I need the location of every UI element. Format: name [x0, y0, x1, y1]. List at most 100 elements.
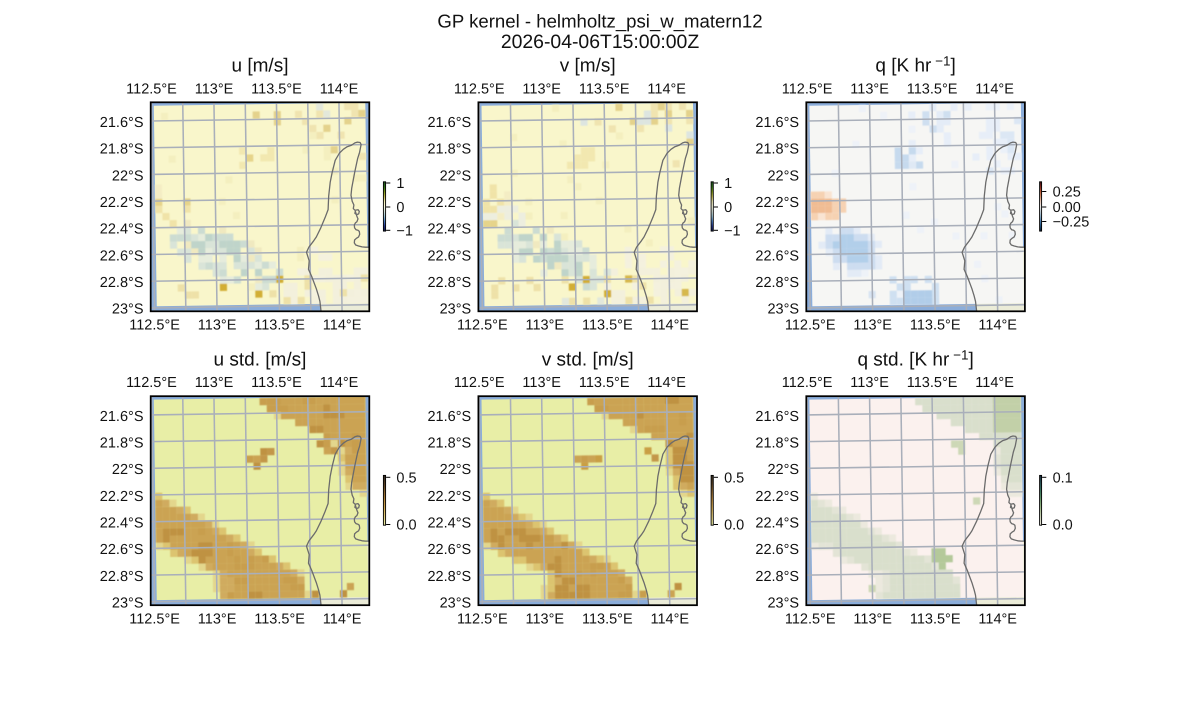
svg-text:22.4°S: 22.4°S — [755, 222, 799, 238]
svg-text:22.2°S: 22.2°S — [427, 489, 471, 505]
svg-text:113°E: 113°E — [195, 375, 234, 391]
svg-text:q std. [K hr −1]: q std. [K hr −1] — [857, 348, 973, 371]
svg-text:22.8°S: 22.8°S — [427, 275, 471, 291]
svg-text:23°S: 23°S — [767, 596, 799, 612]
svg-text:113.5°E: 113.5°E — [582, 611, 633, 627]
svg-text:114°E: 114°E — [975, 375, 1014, 391]
svg-text:2026-04-06T15:00:00Z: 2026-04-06T15:00:00Z — [501, 31, 700, 53]
svg-text:113.5°E: 113.5°E — [254, 611, 305, 627]
svg-text:112.5°E: 112.5°E — [454, 375, 505, 391]
svg-text:21.8°S: 21.8°S — [100, 436, 144, 452]
svg-text:21.8°S: 21.8°S — [427, 436, 471, 452]
svg-text:114°E: 114°E — [647, 375, 686, 391]
svg-text:23°S: 23°S — [112, 596, 144, 612]
svg-text:112.5°E: 112.5°E — [785, 318, 836, 334]
svg-text:113°E: 113°E — [522, 81, 561, 97]
svg-text:113.5°E: 113.5°E — [251, 375, 302, 391]
svg-text:112.5°E: 112.5°E — [457, 318, 508, 334]
svg-text:23°S: 23°S — [112, 302, 144, 318]
svg-text:112.5°E: 112.5°E — [129, 611, 180, 627]
svg-text:22°S: 22°S — [767, 462, 799, 478]
svg-text:−1: −1 — [724, 223, 741, 239]
svg-text:22.4°S: 22.4°S — [100, 516, 144, 532]
svg-text:0.5: 0.5 — [724, 470, 744, 486]
svg-text:0.5: 0.5 — [396, 470, 416, 486]
svg-text:1: 1 — [724, 176, 732, 192]
svg-text:114°E: 114°E — [320, 81, 359, 97]
svg-text:22°S: 22°S — [112, 168, 144, 184]
svg-text:22.4°S: 22.4°S — [755, 516, 799, 532]
svg-text:113°E: 113°E — [853, 318, 892, 334]
svg-text:22.4°S: 22.4°S — [100, 222, 144, 238]
svg-text:u std. [m/s]: u std. [m/s] — [214, 350, 307, 371]
svg-text:22°S: 22°S — [440, 462, 472, 478]
svg-text:21.6°S: 21.6°S — [100, 409, 144, 425]
svg-text:21.8°S: 21.8°S — [755, 436, 799, 452]
svg-text:114°E: 114°E — [647, 81, 686, 97]
svg-text:112.5°E: 112.5°E — [457, 611, 508, 627]
svg-text:21.6°S: 21.6°S — [100, 115, 144, 131]
svg-text:112.5°E: 112.5°E — [785, 611, 836, 627]
svg-text:112.5°E: 112.5°E — [126, 375, 177, 391]
svg-text:22.2°S: 22.2°S — [100, 489, 144, 505]
svg-text:112.5°E: 112.5°E — [126, 81, 177, 97]
svg-text:114°E: 114°E — [323, 611, 362, 627]
svg-text:22.4°S: 22.4°S — [427, 516, 471, 532]
svg-text:23°S: 23°S — [767, 302, 799, 318]
svg-text:0.0: 0.0 — [396, 518, 416, 534]
svg-text:114°E: 114°E — [323, 318, 362, 334]
svg-text:114°E: 114°E — [651, 318, 690, 334]
svg-text:u [m/s]: u [m/s] — [231, 56, 288, 77]
svg-text:112.5°E: 112.5°E — [129, 318, 180, 334]
svg-text:22.8°S: 22.8°S — [755, 569, 799, 585]
svg-text:114°E: 114°E — [320, 375, 359, 391]
svg-text:21.6°S: 21.6°S — [755, 409, 799, 425]
svg-text:21.6°S: 21.6°S — [755, 115, 799, 131]
svg-text:−0.25: −0.25 — [1053, 215, 1090, 231]
svg-text:113.5°E: 113.5°E — [251, 81, 302, 97]
svg-text:0: 0 — [396, 200, 404, 216]
svg-text:22°S: 22°S — [440, 168, 472, 184]
svg-text:113.5°E: 113.5°E — [910, 611, 961, 627]
svg-text:113°E: 113°E — [526, 611, 565, 627]
svg-text:v std. [m/s]: v std. [m/s] — [542, 350, 634, 371]
svg-text:113.5°E: 113.5°E — [579, 375, 630, 391]
svg-text:v [m/s]: v [m/s] — [560, 56, 616, 77]
svg-text:0.0: 0.0 — [1053, 518, 1073, 534]
svg-text:112.5°E: 112.5°E — [782, 375, 833, 391]
svg-text:114°E: 114°E — [975, 81, 1014, 97]
svg-text:0.00: 0.00 — [1053, 200, 1081, 216]
svg-text:21.6°S: 21.6°S — [427, 409, 471, 425]
svg-text:114°E: 114°E — [978, 611, 1017, 627]
svg-text:113.5°E: 113.5°E — [907, 375, 958, 391]
svg-text:22.6°S: 22.6°S — [100, 248, 144, 264]
svg-text:22.2°S: 22.2°S — [427, 195, 471, 211]
svg-text:113.5°E: 113.5°E — [582, 318, 633, 334]
svg-text:113°E: 113°E — [526, 318, 565, 334]
svg-text:22.2°S: 22.2°S — [755, 195, 799, 211]
svg-text:21.8°S: 21.8°S — [427, 142, 471, 158]
svg-text:22.6°S: 22.6°S — [427, 542, 471, 558]
svg-text:22.6°S: 22.6°S — [755, 248, 799, 264]
svg-text:−1: −1 — [396, 223, 413, 239]
svg-text:112.5°E: 112.5°E — [454, 81, 505, 97]
svg-text:0: 0 — [724, 200, 732, 216]
svg-text:114°E: 114°E — [651, 611, 690, 627]
svg-text:21.8°S: 21.8°S — [100, 142, 144, 158]
svg-text:113°E: 113°E — [853, 611, 892, 627]
svg-text:22.8°S: 22.8°S — [100, 569, 144, 585]
svg-text:22.2°S: 22.2°S — [100, 195, 144, 211]
svg-text:22.6°S: 22.6°S — [755, 542, 799, 558]
svg-text:112.5°E: 112.5°E — [782, 81, 833, 97]
svg-text:23°S: 23°S — [440, 596, 472, 612]
svg-text:22.8°S: 22.8°S — [100, 275, 144, 291]
svg-text:113.5°E: 113.5°E — [254, 318, 305, 334]
svg-text:1: 1 — [396, 176, 404, 192]
svg-text:0.0: 0.0 — [724, 518, 744, 534]
svg-text:22.8°S: 22.8°S — [427, 569, 471, 585]
svg-text:22°S: 22°S — [112, 462, 144, 478]
svg-text:113.5°E: 113.5°E — [579, 81, 630, 97]
svg-text:22.4°S: 22.4°S — [427, 222, 471, 238]
svg-text:113°E: 113°E — [850, 375, 889, 391]
svg-text:113.5°E: 113.5°E — [910, 318, 961, 334]
